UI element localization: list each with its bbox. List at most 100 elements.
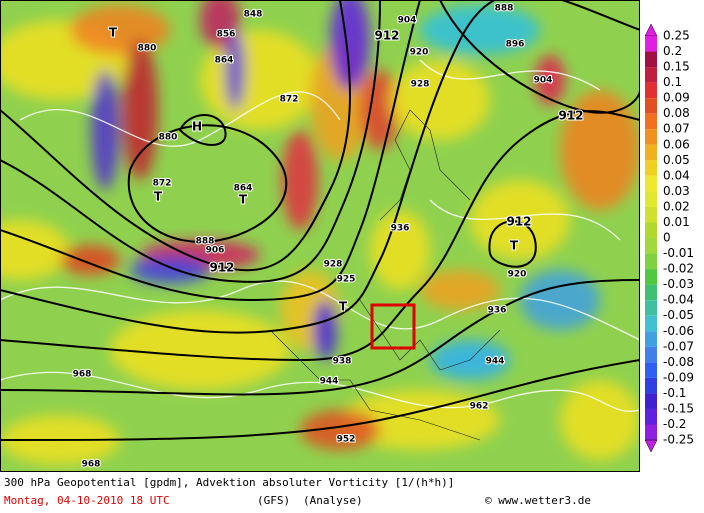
coastlines	[269, 109, 501, 441]
vorticity-blob	[390, 60, 490, 140]
map-label: H	[192, 120, 202, 134]
map-label: 864	[215, 56, 234, 66]
colorbar-swatch	[645, 67, 657, 83]
colorbar-label: 0.02	[663, 199, 690, 213]
colorbar-label: 0.2	[663, 44, 682, 58]
map-label: 856	[217, 30, 236, 40]
colorbar-swatch	[645, 82, 657, 99]
colorbar-label: -0.07	[663, 339, 694, 353]
colorbar-label: -0.06	[663, 324, 694, 338]
colorbar-label: 0.15	[663, 60, 690, 74]
colorbar-swatch	[645, 424, 657, 441]
map-label: 952	[337, 435, 356, 445]
colorbar-swatch	[645, 253, 657, 270]
vorticity-blob	[535, 55, 565, 105]
vorticity-blob	[420, 270, 500, 310]
map-label: T	[339, 300, 348, 314]
vorticity-blob	[225, 30, 245, 110]
map-label: T	[109, 26, 118, 40]
vorticity-blob	[282, 130, 318, 230]
map-label: 920	[508, 270, 527, 280]
colorbar-label: -0.08	[663, 355, 694, 369]
colorbar-swatch	[645, 408, 657, 425]
colorbar-swatch	[645, 346, 657, 363]
vorticity-blob	[313, 300, 337, 360]
colorbar-label: 0.08	[663, 106, 690, 120]
vorticity-blob	[70, 5, 170, 55]
colorbar-label: 0.1	[663, 75, 682, 89]
map-label: 928	[324, 260, 343, 270]
map-label: 962	[470, 402, 489, 412]
colorbar-label: 0.09	[663, 91, 690, 105]
vorticity-blob	[130, 256, 210, 284]
colorbar: 0.250.2 0.150.1 0.090.08 0.070.06 0.050.04 0.…	[644, 23, 694, 453]
map-label: 928	[411, 80, 430, 90]
colorbar-swatch	[645, 331, 657, 347]
colorbar-label: 0.01	[663, 215, 690, 229]
map-label: 920	[410, 48, 429, 58]
colorbar-label: -0.2	[663, 417, 686, 431]
colorbar-label: -0.02	[663, 262, 694, 276]
colorbar-swatch	[645, 36, 657, 52]
colorbar-label: -0.01	[663, 246, 694, 260]
map-label: 938	[333, 357, 352, 367]
colorbar-label: 0.03	[663, 184, 690, 198]
footer-model: (GFS)	[257, 494, 290, 507]
colorbar-swatch	[645, 362, 657, 378]
map-label: 904	[398, 16, 417, 26]
map-label: 906	[206, 246, 225, 256]
vorticity-blob	[560, 90, 640, 210]
colorbar-swatch	[645, 206, 657, 223]
map-label: 936	[391, 224, 410, 234]
colorbar-swatch	[645, 269, 657, 285]
colorbar-swatch	[645, 144, 657, 161]
map-label: 912	[209, 261, 234, 275]
geopotential-contours	[0, 0, 640, 441]
colorbar-swatch	[645, 160, 657, 176]
vorticity-contours	[0, 59, 640, 412]
vorticity-blob	[60, 245, 120, 275]
map-label: T	[154, 190, 163, 204]
map-label: 896	[506, 40, 525, 50]
colorbar-swatch	[645, 51, 657, 68]
map-label: 944	[320, 377, 339, 387]
map-frame	[0, 0, 640, 472]
colorbar-swatch	[645, 129, 657, 145]
colorbar-arrow	[644, 23, 658, 37]
colorbar-label: -0.15	[663, 401, 694, 415]
vorticity-blob	[300, 410, 380, 450]
colorbar-label: -0.09	[663, 370, 694, 384]
colorbar-label: 0	[663, 231, 671, 245]
colorbar-swatch	[645, 175, 657, 192]
vorticity-blob	[470, 180, 570, 260]
vorticity-blob	[122, 40, 158, 180]
map-label: 936	[488, 306, 507, 316]
colorbar-label: 0.05	[663, 153, 690, 167]
map-area: T H T T T T 912 912 912 912 904 904 896 888 880 880 872 8…	[0, 0, 640, 472]
colorbar-swatch	[645, 377, 657, 394]
vorticity-blob	[110, 310, 290, 390]
colorbar-swatch	[645, 238, 657, 254]
colorbar-swatch	[645, 393, 657, 409]
colorbar-label: -0.03	[663, 277, 694, 291]
map-label: 925	[337, 275, 356, 285]
map-label: 904	[534, 76, 553, 86]
footer-run: (Analyse)	[303, 494, 363, 507]
vorticity-blob	[370, 210, 430, 290]
map-label: 912	[506, 215, 531, 229]
colorbar-label: -0.05	[663, 308, 694, 322]
footer-title: 300 hPa Geopotential [gpdm], Advektion a…	[4, 476, 454, 489]
colorbar-swatch	[645, 222, 657, 239]
map-label: T	[239, 193, 248, 207]
colorbar-swatch	[645, 315, 657, 332]
map-label: T	[510, 239, 519, 253]
vorticity-blob	[330, 0, 370, 90]
map-label: 888	[196, 237, 215, 247]
vorticity-blob	[520, 270, 600, 330]
map-label: 864	[234, 184, 253, 194]
map-label: 912	[558, 109, 583, 123]
map-label: 872	[280, 95, 299, 105]
map-label: 968	[73, 370, 92, 380]
